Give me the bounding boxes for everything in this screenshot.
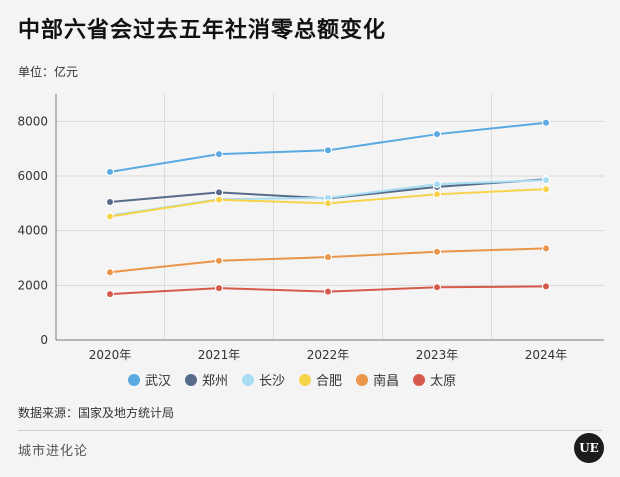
brand-logo-icon: UE <box>574 433 604 463</box>
x-tick-label: 2021年 <box>198 348 241 362</box>
legend-item: 合肥 <box>299 370 342 389</box>
data-point <box>215 284 223 293</box>
data-point <box>106 197 114 206</box>
legend-item: 郑州 <box>185 370 228 389</box>
data-point <box>542 118 550 127</box>
data-point <box>106 167 114 176</box>
legend-label: 南昌 <box>373 374 400 389</box>
data-point <box>433 190 441 199</box>
data-point <box>324 287 332 296</box>
data-point <box>433 283 441 292</box>
legend: 武汉 郑州 长沙 合肥 南昌 太原 <box>128 370 456 389</box>
legend-item: 南昌 <box>356 370 399 389</box>
data-point <box>542 185 550 194</box>
y-tick-label: 8000 <box>17 114 48 128</box>
legend-marker <box>242 373 255 386</box>
legend-label: 太原 <box>430 374 457 389</box>
legend-marker <box>299 373 312 386</box>
data-point <box>215 188 223 197</box>
legend-marker <box>185 373 198 386</box>
legend-label: 郑州 <box>202 374 229 389</box>
y-tick-label: 6000 <box>17 169 48 183</box>
data-point <box>324 253 332 262</box>
y-tick-label: 4000 <box>17 224 48 238</box>
data-point <box>324 146 332 155</box>
legend-label: 合肥 <box>316 374 343 389</box>
legend-marker <box>128 373 140 386</box>
y-tick-label: 2000 <box>17 278 48 292</box>
x-tick-label: 2020年 <box>89 348 132 362</box>
line-chart: 0 2000 4000 6000 8000 2020年 2021年 2022年 2023年 202… <box>17 94 604 362</box>
data-point <box>542 244 550 253</box>
divider <box>18 430 602 431</box>
legend-item: 武汉 <box>128 370 171 389</box>
y-tick-label: 0 <box>40 333 48 347</box>
data-point <box>215 195 223 204</box>
x-tick-label: 2023年 <box>416 348 459 362</box>
legend-item: 长沙 <box>242 370 285 389</box>
data-source: 数据来源：国家及地方统计局 <box>18 406 175 420</box>
data-point <box>215 150 223 159</box>
data-point <box>106 290 114 299</box>
x-tick-label: 2022年 <box>307 348 350 362</box>
brand-name: 城市进化论 <box>18 444 89 459</box>
data-point <box>215 256 223 265</box>
chart-title: 中部六省会过去五年社消零总额变化 <box>18 18 387 43</box>
data-point <box>324 199 332 208</box>
legend-label: 长沙 <box>259 374 286 389</box>
legend-marker <box>356 373 369 386</box>
unit-label: 单位：亿元 <box>18 65 79 79</box>
x-tick-label: 2024年 <box>525 348 568 362</box>
data-point <box>106 268 114 277</box>
data-point <box>433 247 441 256</box>
data-point <box>542 176 550 185</box>
legend-marker <box>413 373 426 386</box>
data-point <box>433 180 441 189</box>
data-point <box>106 212 114 221</box>
data-point <box>542 282 550 291</box>
data-point <box>433 130 441 139</box>
legend-label: 武汉 <box>145 374 172 389</box>
legend-item: 太原 <box>413 370 456 389</box>
